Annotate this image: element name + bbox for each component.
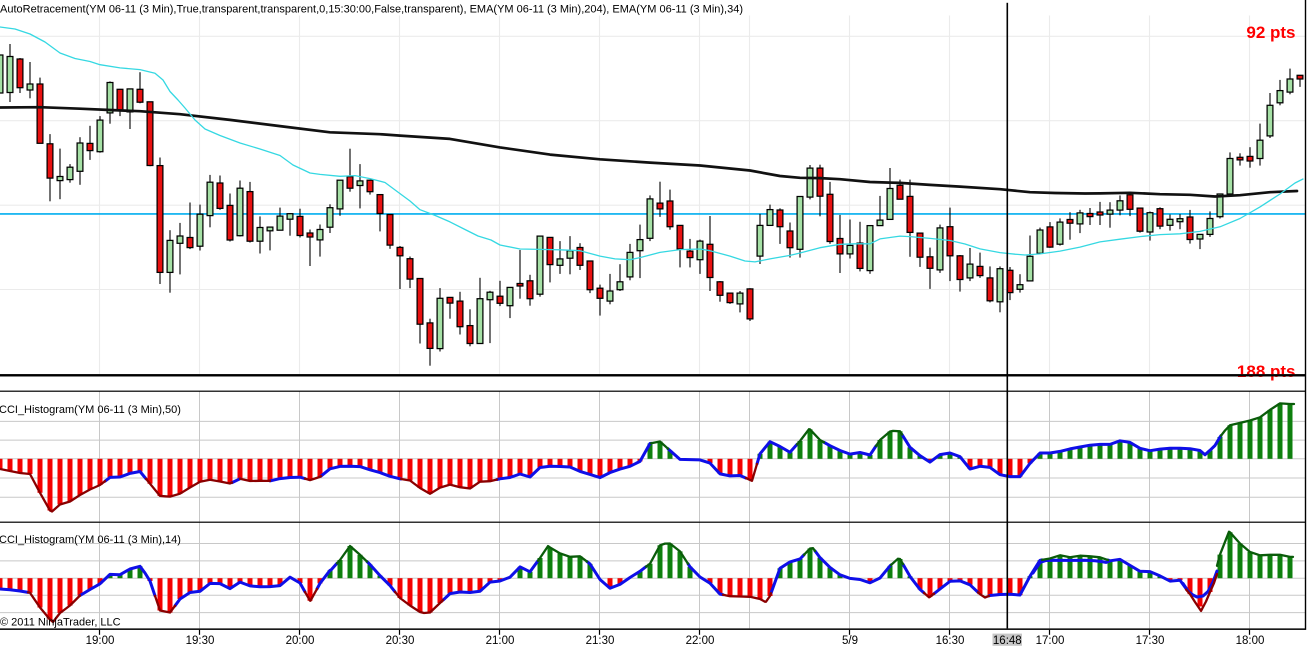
- svg-text:19:30: 19:30: [186, 635, 215, 647]
- svg-text:16:30: 16:30: [936, 635, 965, 647]
- svg-text:CCI_Histogram(YM 06-11 (3 Min): CCI_Histogram(YM 06-11 (3 Min),50): [0, 404, 181, 416]
- svg-text:17:00: 17:00: [1036, 635, 1065, 647]
- svg-text:92 pts: 92 pts: [1246, 23, 1295, 42]
- svg-text:© 2011 NinjaTrader, LLC: © 2011 NinjaTrader, LLC: [0, 616, 121, 628]
- svg-text:20:00: 20:00: [286, 635, 315, 647]
- svg-text:19:00: 19:00: [86, 635, 115, 647]
- svg-text:188 pts: 188 pts: [1237, 362, 1296, 381]
- svg-text:AutoRetracement(YM 06-11 (3 Mi: AutoRetracement(YM 06-11 (3 Min),True,tr…: [0, 3, 743, 15]
- svg-text:20:30: 20:30: [386, 635, 415, 647]
- svg-text:21:30: 21:30: [586, 635, 615, 647]
- svg-text:5/9: 5/9: [842, 635, 858, 647]
- svg-text:21:00: 21:00: [486, 635, 515, 647]
- svg-text:CCI_Histogram(YM 06-11 (3 Min): CCI_Histogram(YM 06-11 (3 Min),14): [0, 534, 181, 546]
- svg-text:22:00: 22:00: [686, 635, 715, 647]
- svg-text:16:48: 16:48: [993, 635, 1022, 647]
- svg-text:18:00: 18:00: [1236, 635, 1265, 647]
- svg-text:17:30: 17:30: [1136, 635, 1165, 647]
